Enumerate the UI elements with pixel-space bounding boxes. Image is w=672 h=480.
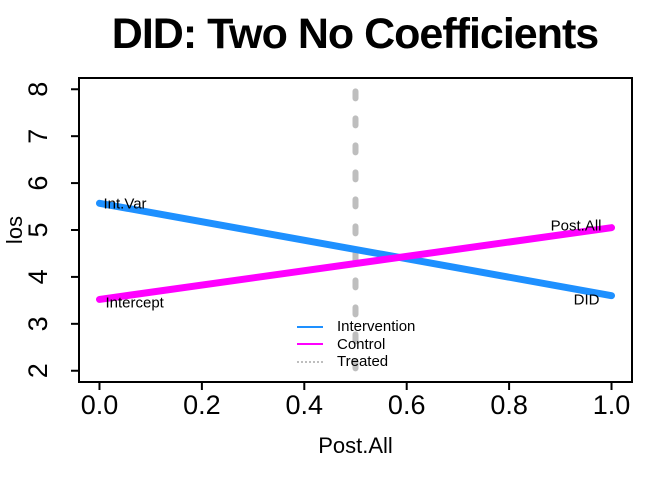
- y-tick-label: 6: [23, 176, 53, 191]
- series-line-intervention: [95, 199, 616, 300]
- y-tick-label: 8: [23, 82, 53, 97]
- legend-label: Intervention: [337, 318, 416, 336]
- x-axis-label: Post.All: [318, 433, 393, 458]
- chart-title: DID: Two No Coefficients: [111, 10, 599, 58]
- x-tick-label: 0.4: [286, 390, 324, 420]
- legend-entry-intervention: Intervention: [297, 318, 415, 336]
- y-tick-label: 3: [23, 316, 53, 331]
- y-tick-label: 7: [23, 129, 53, 144]
- annotation-did: DID: [574, 292, 600, 309]
- legend-entry-treated: Treated: [297, 353, 415, 371]
- y-tick-label: 4: [23, 269, 53, 284]
- control-line-swatch: [297, 343, 323, 346]
- legend: Intervention Control Treated: [297, 318, 415, 371]
- annotation-intercept: Intercept: [105, 294, 164, 311]
- annotation-post-all: Post.All: [551, 218, 602, 235]
- x-tick-label: 1.0: [593, 390, 631, 420]
- legend-entry-control: Control: [297, 336, 415, 354]
- x-tick-label: 0.2: [183, 390, 221, 420]
- x-tick-label: 0.8: [490, 390, 528, 420]
- intervention-line-swatch: [297, 325, 323, 328]
- y-tick-label: 2: [23, 363, 53, 378]
- y-axis-label: los: [2, 215, 27, 245]
- x-tick-label: 0.6: [388, 390, 426, 420]
- legend-label: Control: [337, 335, 386, 353]
- treated-line-swatch: [297, 360, 323, 363]
- annotation-int-var: Int.Var: [103, 195, 146, 212]
- x-tick-label: 0.0: [81, 390, 119, 420]
- legend-label: Treated: [337, 353, 389, 371]
- series-line-control: [95, 224, 616, 303]
- y-tick-label: 5: [23, 222, 53, 237]
